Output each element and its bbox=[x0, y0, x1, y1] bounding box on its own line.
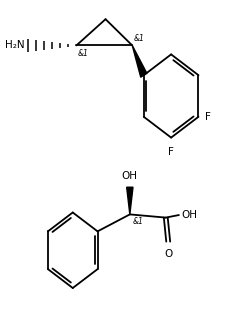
Text: O: O bbox=[164, 249, 172, 259]
Text: F: F bbox=[204, 112, 210, 122]
Polygon shape bbox=[127, 187, 133, 214]
Text: &1: &1 bbox=[133, 34, 144, 43]
Text: &1: &1 bbox=[133, 217, 144, 226]
Text: &1: &1 bbox=[78, 49, 89, 58]
Text: F: F bbox=[168, 147, 174, 157]
Polygon shape bbox=[132, 45, 147, 77]
Text: H₂N: H₂N bbox=[5, 40, 25, 51]
Text: OH: OH bbox=[122, 172, 138, 181]
Text: OH: OH bbox=[181, 210, 197, 220]
